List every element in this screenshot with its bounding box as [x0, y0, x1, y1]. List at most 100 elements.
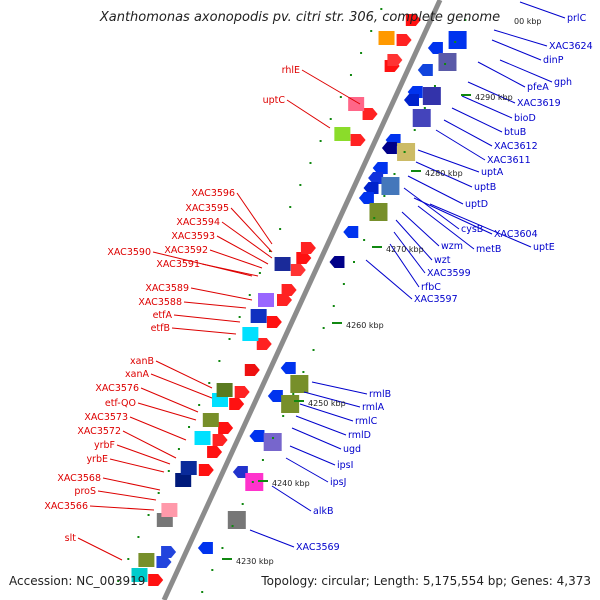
gene-label-left[interactable]: etf-QO [105, 398, 136, 409]
gene-label-left[interactable]: XAC3590 [107, 247, 151, 258]
leader-line [190, 287, 253, 301]
gene-label-right[interactable]: XAC3597 [414, 294, 458, 305]
gene-arrow-outer [232, 466, 248, 478]
gene-label-right[interactable]: metB [476, 244, 501, 255]
gene-arrow-inner [256, 338, 272, 350]
map-dot [211, 569, 214, 571]
gene-label-right[interactable]: alkB [313, 506, 333, 517]
gene-label-left[interactable]: yrbE [86, 454, 108, 465]
gene-label-right[interactable]: XAC3604 [494, 229, 538, 240]
gene-arrow-outer [368, 172, 384, 184]
gene-arrow-outer [381, 142, 397, 154]
map-dot [188, 426, 191, 428]
gene-label-left[interactable]: XAC3568 [57, 473, 101, 484]
gene-label-right[interactable]: rmlB [369, 389, 391, 400]
leader-line [155, 360, 213, 389]
gene-label-left[interactable]: proS [74, 486, 96, 497]
gene-label-left[interactable]: XAC3572 [77, 426, 121, 437]
gene-label-right[interactable]: dinP [543, 55, 564, 66]
leader-line [467, 81, 516, 104]
gene-arrow-inner [244, 364, 260, 376]
gene-arrow-inner [156, 556, 172, 568]
gene-label-right[interactable]: rmlC [355, 416, 378, 427]
map-dot [208, 382, 211, 384]
map-dot [454, 41, 457, 43]
gene-label-left[interactable]: xanB [130, 356, 154, 367]
gene-label-left[interactable]: XAC3576 [95, 383, 139, 394]
gene-box-right [245, 473, 264, 491]
gene-label-right[interactable]: XAC3612 [494, 141, 538, 152]
tick-label: 4260 kbp [346, 321, 384, 330]
gene-label-right[interactable]: XAC3619 [517, 98, 561, 109]
gene-label-right[interactable]: uptB [474, 182, 496, 193]
map-dot [177, 448, 180, 450]
gene-label-left[interactable]: XAC3589 [145, 283, 189, 294]
gene-label-right[interactable]: XAC3624 [549, 41, 593, 52]
gene-label-right[interactable]: uptA [481, 167, 504, 178]
gene-label-left[interactable]: slt [65, 533, 77, 544]
gene-label-right[interactable]: ipsJ [330, 477, 346, 488]
gene-label-right[interactable]: cysB [461, 224, 483, 235]
gene-arrow-outer [329, 256, 345, 268]
gene-label-left[interactable]: XAC3595 [185, 203, 229, 214]
map-dot [251, 481, 254, 483]
gene-layer [117, 8, 467, 593]
gene-label-left[interactable]: etfA [153, 310, 173, 321]
map-dot [241, 503, 244, 505]
gene-label-right[interactable]: uptE [533, 242, 555, 253]
gene-label-right[interactable]: btuB [504, 127, 526, 138]
gene-label-right[interactable]: wzm [441, 241, 463, 252]
leader-line [109, 458, 165, 473]
gene-label-right[interactable]: bioD [514, 113, 536, 124]
leader-line [140, 387, 199, 413]
gene-label-right[interactable]: rfbC [421, 282, 441, 293]
gene-label-right[interactable]: uptD [465, 199, 488, 210]
gene-arrow-inner [198, 464, 214, 476]
gene-box-right [381, 177, 400, 195]
gene-label-right[interactable]: rmlD [348, 430, 371, 441]
gene-label-right[interactable]: XAC3569 [296, 542, 340, 553]
map-dot [137, 536, 140, 538]
tick-layer: 4290 kbp 4280 kbp 4270 kbp 4260 kbp 4250 kbp… [222, 17, 542, 566]
map-dot [393, 173, 396, 175]
gene-label-right[interactable]: gph [554, 77, 572, 88]
gene-label-left[interactable]: yrbF [94, 440, 115, 451]
gene-label-left[interactable]: XAC3588 [138, 297, 182, 308]
gene-box-right [263, 433, 282, 451]
gene-label-left[interactable]: XAC3566 [44, 501, 88, 512]
gene-label-right[interactable]: wzt [434, 255, 451, 266]
gene-label-left[interactable]: XAC3596 [191, 188, 235, 199]
gene-label-right[interactable]: ugd [343, 444, 361, 455]
gene-label-left[interactable]: XAC3591 [156, 259, 200, 270]
leader-line [311, 381, 368, 395]
gene-label-left[interactable]: xanA [125, 369, 149, 380]
gene-label-right[interactable]: ipsI [337, 460, 353, 471]
gene-label-right[interactable]: pfeA [527, 82, 549, 93]
map-dot [299, 184, 302, 186]
gene-label-left[interactable]: XAC3592 [164, 245, 208, 256]
gene-arrow-inner [277, 294, 292, 306]
map-dot [329, 118, 332, 120]
gene-label-left[interactable]: XAC3573 [84, 412, 128, 423]
map-dot [403, 151, 406, 153]
gene-box-left [250, 309, 267, 323]
gene-label-left[interactable]: XAC3593 [171, 231, 215, 242]
leader-line [171, 327, 237, 335]
gene-label-right[interactable]: XAC3599 [427, 268, 471, 279]
gene-label-right[interactable]: rmlA [362, 402, 385, 413]
gene-box-left [161, 503, 178, 517]
gene-label-right[interactable]: XAC3611 [487, 155, 531, 166]
gene-label-right[interactable]: prlC [567, 13, 587, 24]
gene-label-left[interactable]: etfB [151, 323, 170, 334]
gene-arrow-outer [197, 542, 213, 554]
map-dot [231, 525, 234, 527]
map-dot [370, 30, 373, 32]
gene-arrow-inner [234, 386, 250, 398]
gene-label-left[interactable]: uptC [263, 95, 286, 106]
map-dot [258, 272, 261, 274]
gene-label-left[interactable]: XAC3594 [176, 217, 220, 228]
gene-label-left[interactable]: rhlE [282, 65, 300, 76]
map-dot [319, 140, 322, 142]
gene-arrow-inner [290, 264, 306, 276]
accession-text: Accession: NC_003919 [9, 574, 146, 588]
